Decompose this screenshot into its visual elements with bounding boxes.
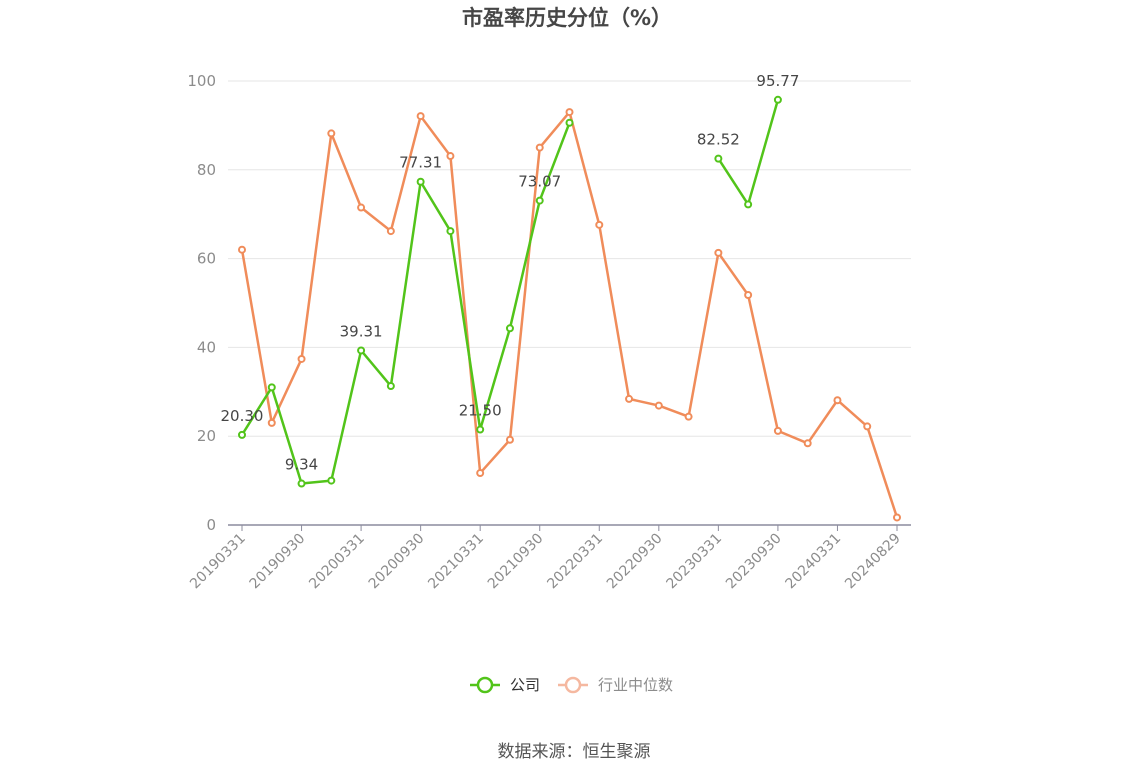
data-point [505,324,514,333]
legend-label: 公司 [510,676,540,694]
data-point [684,412,693,421]
data-point [446,152,455,161]
data-point [386,382,395,391]
data-point [416,112,425,121]
data-point [267,418,276,427]
x-tick-label: 20190930 [247,531,309,593]
y-tick-label: 0 [206,516,216,534]
data-point [535,143,544,152]
data-point [476,425,485,434]
series-layer [238,95,901,522]
grid-lines [228,80,911,437]
data-point [238,245,246,254]
x-tick-label: 20200331 [306,531,368,593]
data-point [446,227,455,236]
data-point [893,513,901,522]
legend-item-0[interactable]: 公司 [470,676,540,694]
data-point [773,95,782,104]
legend-label: 行业中位数 [598,676,673,694]
data-point [476,469,485,478]
legend-marker [564,676,582,694]
data-label: 21.50 [459,402,502,420]
data-labels: 20.30 9.34 39.31 77.31 21.50 73.07 82.52 95.77 [221,72,800,474]
series-1 [238,108,901,522]
data-point [327,129,336,138]
x-tick-label: 20230930 [723,531,785,593]
data-point [357,203,366,212]
data-point [714,248,723,257]
data-point [357,346,366,355]
data-point [238,430,246,439]
data-label: 9.34 [285,456,318,474]
data-point [833,396,842,405]
x-axis: 2019033120190930202003312020093020210331… [187,524,911,593]
y-tick-label: 60 [197,250,216,268]
y-tick-label: 20 [197,427,216,445]
series-line [717,99,780,206]
x-tick-label: 20220331 [544,531,606,593]
x-tick-label: 20230331 [663,531,725,593]
legend-marker [476,676,494,694]
legend-item-1[interactable]: 行业中位数 [558,676,673,694]
x-tick-label: 20200930 [366,531,428,593]
data-point [654,401,663,410]
data-point [297,354,306,363]
data-point [714,154,723,163]
data-point [565,118,574,127]
data-label: 95.77 [756,72,799,90]
data-label: 20.30 [221,407,264,425]
data-point [297,479,306,488]
y-tick-label: 100 [187,72,216,90]
y-tick-label: 80 [197,161,216,179]
data-point [386,227,395,236]
series-line [240,122,571,485]
data-label: 82.52 [697,131,740,149]
data-point [505,435,514,444]
x-tick-label: 20210930 [485,531,547,593]
series-0 [238,95,782,488]
source-note: 数据来源：恒生聚源 [498,742,651,762]
data-label: 73.07 [518,173,561,191]
data-point [267,383,276,392]
series-line [240,110,899,518]
data-point [773,426,782,435]
data-point [565,108,574,117]
legend[interactable]: 公司 行业中位数 [470,676,673,694]
data-point [744,291,753,300]
data-point [416,177,425,186]
x-tick-label: 20220930 [604,531,666,593]
chart-title: 市盈率历史分位（%） [462,6,672,30]
data-point [744,200,753,209]
data-point [863,422,872,431]
x-tick-label: 20190331 [187,531,249,593]
data-label: 39.31 [340,322,383,340]
data-point [535,196,544,205]
x-tick-label: 20210331 [425,531,487,593]
y-tick-label: 40 [197,338,216,356]
data-point [803,439,812,448]
x-tick-label: 20240829 [842,531,904,593]
data-point [327,476,336,485]
data-label: 77.31 [399,154,442,172]
y-axis: 0 20 40 60 80 100 [187,72,216,534]
data-point [595,220,604,229]
data-point [625,394,634,403]
x-tick-label: 20240331 [783,531,845,593]
